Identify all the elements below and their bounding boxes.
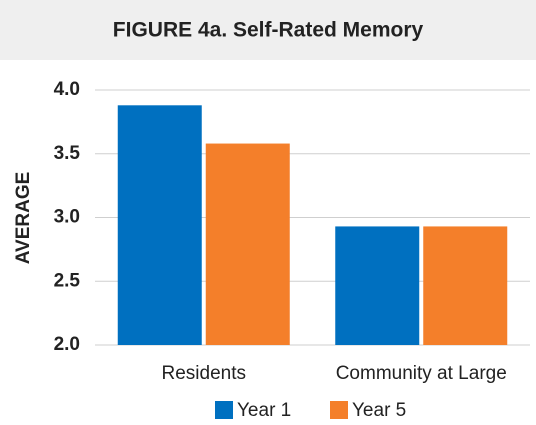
legend-swatch	[330, 401, 348, 419]
x-tick-label: Community at Large	[336, 363, 507, 384]
y-axis-label: AVERAGE	[13, 172, 34, 265]
bar	[117, 105, 202, 345]
chart-title: FIGURE 4a. Self-Rated Memory	[113, 19, 424, 42]
bar	[335, 226, 420, 345]
legend-label: Year 5	[352, 400, 406, 421]
bar	[423, 226, 508, 345]
x-tick-label: Residents	[162, 363, 247, 384]
y-tick-label: 2.5	[54, 270, 81, 291]
title-band	[0, 0, 536, 60]
y-tick-label: 2.0	[54, 334, 80, 355]
y-tick-label: 3.0	[54, 207, 80, 228]
legend-swatch	[215, 401, 233, 419]
y-tick-label: 3.5	[54, 143, 81, 164]
bar	[205, 143, 290, 345]
legend-label: Year 1	[237, 400, 291, 421]
y-tick-label: 4.0	[54, 79, 80, 100]
